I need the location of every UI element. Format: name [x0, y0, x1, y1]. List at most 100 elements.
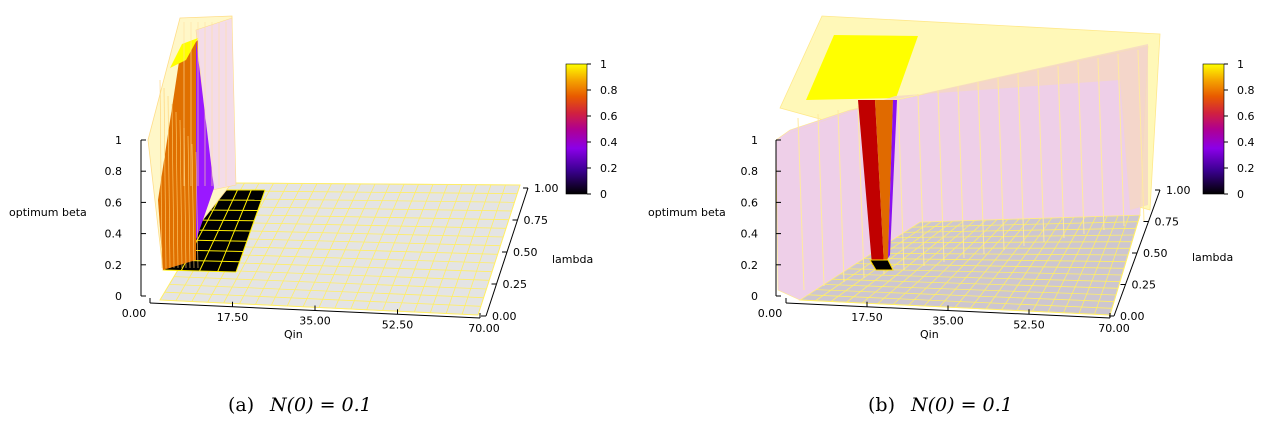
x-tick-label: 52.50 — [1013, 318, 1045, 331]
grid-line — [1016, 216, 1075, 311]
grid-line — [229, 182, 521, 186]
panel-a: 00.20.40.60.81 0.00 17.50 35.00 52.50 70.00 … — [9, 15, 618, 416]
grid-line — [797, 117, 805, 291]
x-tick-label: 17.50 — [851, 311, 883, 324]
colorbar-tick-label: 0.8 — [1237, 84, 1255, 97]
y-tick-label: 0.25 — [503, 278, 528, 291]
y-tick-label: 0.75 — [1155, 216, 1180, 229]
x-tick-label: 35.00 — [932, 315, 964, 328]
grid-line — [195, 151, 199, 269]
grid-line — [206, 221, 507, 229]
grid-line — [970, 217, 1042, 309]
grid-line — [847, 268, 1123, 276]
grid-line — [839, 273, 1121, 283]
grid-line — [350, 184, 405, 310]
x-tick-label: 70.00 — [1098, 322, 1130, 335]
caption-math-a: N(0) = 0.1 — [269, 394, 372, 416]
grid-line — [957, 85, 965, 259]
z-tick-label: 0.6 — [105, 196, 123, 209]
grid-line — [429, 184, 477, 313]
grid-line — [846, 220, 954, 303]
grid-line — [863, 258, 1127, 263]
caption-math-b: N(0) = 0.1 — [910, 394, 1013, 416]
grid-line — [897, 97, 905, 271]
colorbar-ticks: 0 0.2 0.4 0.6 0.8 1 — [587, 58, 618, 201]
colorbar-tick-label: 1 — [600, 58, 607, 71]
grid-line — [954, 218, 1031, 308]
z-axis-label: optimum beta — [9, 206, 87, 219]
grid-line — [917, 93, 925, 267]
z-ticks: 0 0.2 0.4 0.6 0.8 1 — [741, 134, 781, 303]
grid-line — [223, 183, 289, 304]
grid-line — [461, 184, 506, 315]
grid-line — [183, 127, 187, 269]
grid-line — [445, 184, 492, 314]
grid-line — [855, 263, 1125, 269]
grid-line — [895, 234, 1135, 238]
z-tick-label: 0 — [115, 290, 122, 303]
grid-line — [167, 95, 171, 269]
x-tick-label: 35.00 — [299, 315, 331, 328]
grid-line — [255, 183, 318, 305]
x-axis-label: Qin — [920, 328, 939, 341]
x-tick-label: 52.50 — [382, 318, 414, 331]
grid-line — [164, 291, 481, 307]
grid-line — [1097, 57, 1105, 231]
y-ticks: 0.00 0.25 0.50 0.75 1.00 — [1109, 184, 1191, 323]
grid-line — [318, 183, 376, 308]
grid-line — [286, 183, 347, 307]
y-tick-label: 0.50 — [513, 246, 538, 259]
grid-line — [1117, 53, 1125, 227]
grid-line — [201, 229, 504, 238]
y-tick-label: 1.00 — [534, 182, 559, 195]
caption-label-b: (b) — [868, 394, 895, 416]
grid-line — [1057, 65, 1065, 239]
grid-line — [162, 269, 237, 273]
grid-line — [1063, 215, 1108, 313]
surface-yellow-plateau — [806, 35, 918, 100]
grid-line — [815, 289, 1115, 303]
grid-line — [1017, 73, 1025, 247]
y-ticks: 0.00 0.25 0.50 0.75 1.00 — [481, 182, 559, 323]
grid-line — [807, 294, 1113, 309]
z-tick-label: 0.2 — [105, 259, 123, 272]
y-tick-label: 0.25 — [1132, 279, 1157, 292]
grid-line — [382, 184, 434, 311]
grid-line — [159, 299, 479, 316]
grid-line — [169, 284, 484, 299]
grid-line — [1047, 216, 1097, 313]
grid-line — [911, 221, 1139, 228]
x-ticks: 0.00 17.50 35.00 52.50 70.00 — [122, 298, 500, 335]
y-axis-label: lambda — [1192, 251, 1233, 264]
z-tick-label: 0.2 — [741, 259, 759, 272]
grid-line — [817, 113, 825, 287]
z-tick-label: 0 — [751, 290, 758, 303]
grid-line — [861, 220, 965, 304]
colorbar-ticks: 0 0.2 0.4 0.6 0.8 1 — [1224, 58, 1255, 201]
grid-line — [908, 219, 998, 306]
grid-line — [414, 184, 463, 313]
grid-line — [191, 143, 195, 269]
grid-line — [939, 218, 1020, 308]
x-axis-label: Qin — [284, 328, 303, 341]
grid-line — [977, 81, 985, 255]
surface-dark-cell — [869, 259, 894, 271]
grid-line — [159, 79, 163, 269]
colorbar — [565, 63, 588, 195]
grid-line — [1001, 217, 1064, 310]
colorbar — [1202, 63, 1225, 195]
grid-line — [173, 276, 487, 290]
y-tick-label: 0.00 — [492, 310, 517, 323]
surface-column-red — [858, 100, 884, 265]
grid-line — [239, 183, 303, 304]
grid-line — [1032, 216, 1086, 312]
wall-ribs — [797, 49, 1145, 291]
colorbar-tick-label: 0 — [1237, 188, 1244, 201]
x-tick-label: 0.00 — [122, 307, 147, 320]
grid-line — [997, 77, 1005, 251]
surface-wall-peach — [776, 44, 1148, 210]
grid-line — [1077, 61, 1085, 235]
grid-line — [1109, 214, 1141, 316]
x-ticks: 0.00 17.50 35.00 52.50 70.00 — [758, 298, 1130, 335]
z-tick-label: 0.6 — [741, 196, 759, 209]
